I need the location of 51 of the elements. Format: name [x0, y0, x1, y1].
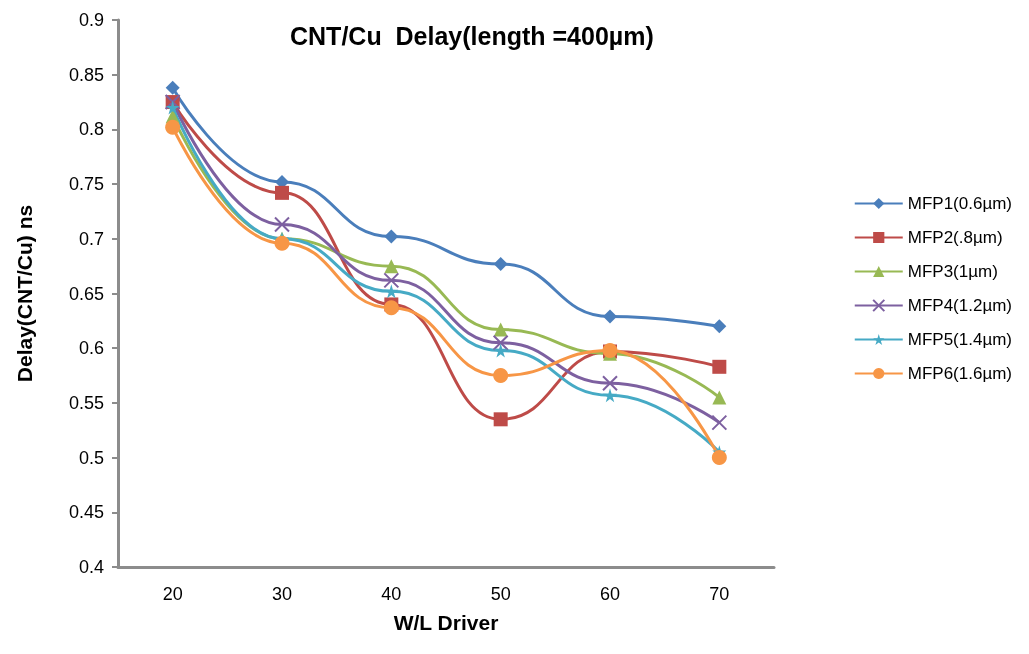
point — [165, 119, 181, 135]
point — [275, 185, 289, 200]
point — [712, 390, 727, 405]
legend-label: MFP6(1.6µm) — [907, 364, 1012, 383]
point — [274, 235, 290, 251]
point — [384, 259, 399, 274]
x-tick-label: 40 — [381, 584, 402, 604]
point — [493, 343, 508, 358]
x-axis-title: W/L Driver — [393, 611, 499, 634]
legend-label: MFP1(0.6µm) — [907, 194, 1012, 213]
point — [384, 229, 399, 244]
point — [492, 334, 509, 351]
legend-label: MFP4(1.2µm) — [907, 296, 1012, 315]
point — [165, 80, 180, 95]
point — [383, 272, 400, 289]
point — [493, 322, 508, 337]
point — [711, 414, 728, 431]
point — [712, 319, 727, 334]
point — [602, 375, 618, 392]
point — [712, 359, 727, 374]
point — [493, 368, 509, 384]
point — [274, 216, 290, 233]
point — [165, 100, 180, 115]
y-tick-label: 0.85 — [68, 64, 104, 85]
point — [493, 412, 508, 427]
y-tick-label: 0.9 — [78, 10, 104, 30]
legend-label: MFP2(.8µm) — [907, 228, 1003, 247]
point — [384, 284, 399, 299]
y-tick-label: 0.75 — [68, 174, 104, 195]
y-tick-label: 0.7 — [78, 228, 104, 249]
y-tick-label: 0.5 — [78, 447, 104, 468]
x-tick-label: 70 — [709, 584, 730, 604]
x-tick-label: 50 — [490, 584, 511, 604]
legend-label: MFP3(1µm) — [907, 262, 998, 281]
y-axis-title: Delay(CNT/Cu) ns — [13, 204, 36, 383]
y-tick-label: 0.55 — [68, 392, 104, 413]
y-tick-label: 0.65 — [68, 283, 104, 304]
x-tick-label: 20 — [162, 584, 183, 604]
point — [383, 300, 399, 316]
legend-label: MFP5(1.4µm) — [907, 330, 1012, 349]
y-tick-label: 0.4 — [78, 557, 104, 577]
point — [603, 309, 617, 324]
x-tick-label: 60 — [599, 584, 621, 604]
y-tick-label: 0.45 — [68, 502, 104, 523]
y-tick-label: 0.6 — [78, 338, 104, 359]
chart-title: CNT/Cu Delay(length =400µm) — [290, 21, 654, 50]
x-tick-label: 30 — [271, 584, 293, 604]
point — [711, 450, 727, 466]
y-tick-label: 0.8 — [78, 119, 104, 140]
point — [603, 388, 617, 403]
point — [493, 256, 508, 271]
